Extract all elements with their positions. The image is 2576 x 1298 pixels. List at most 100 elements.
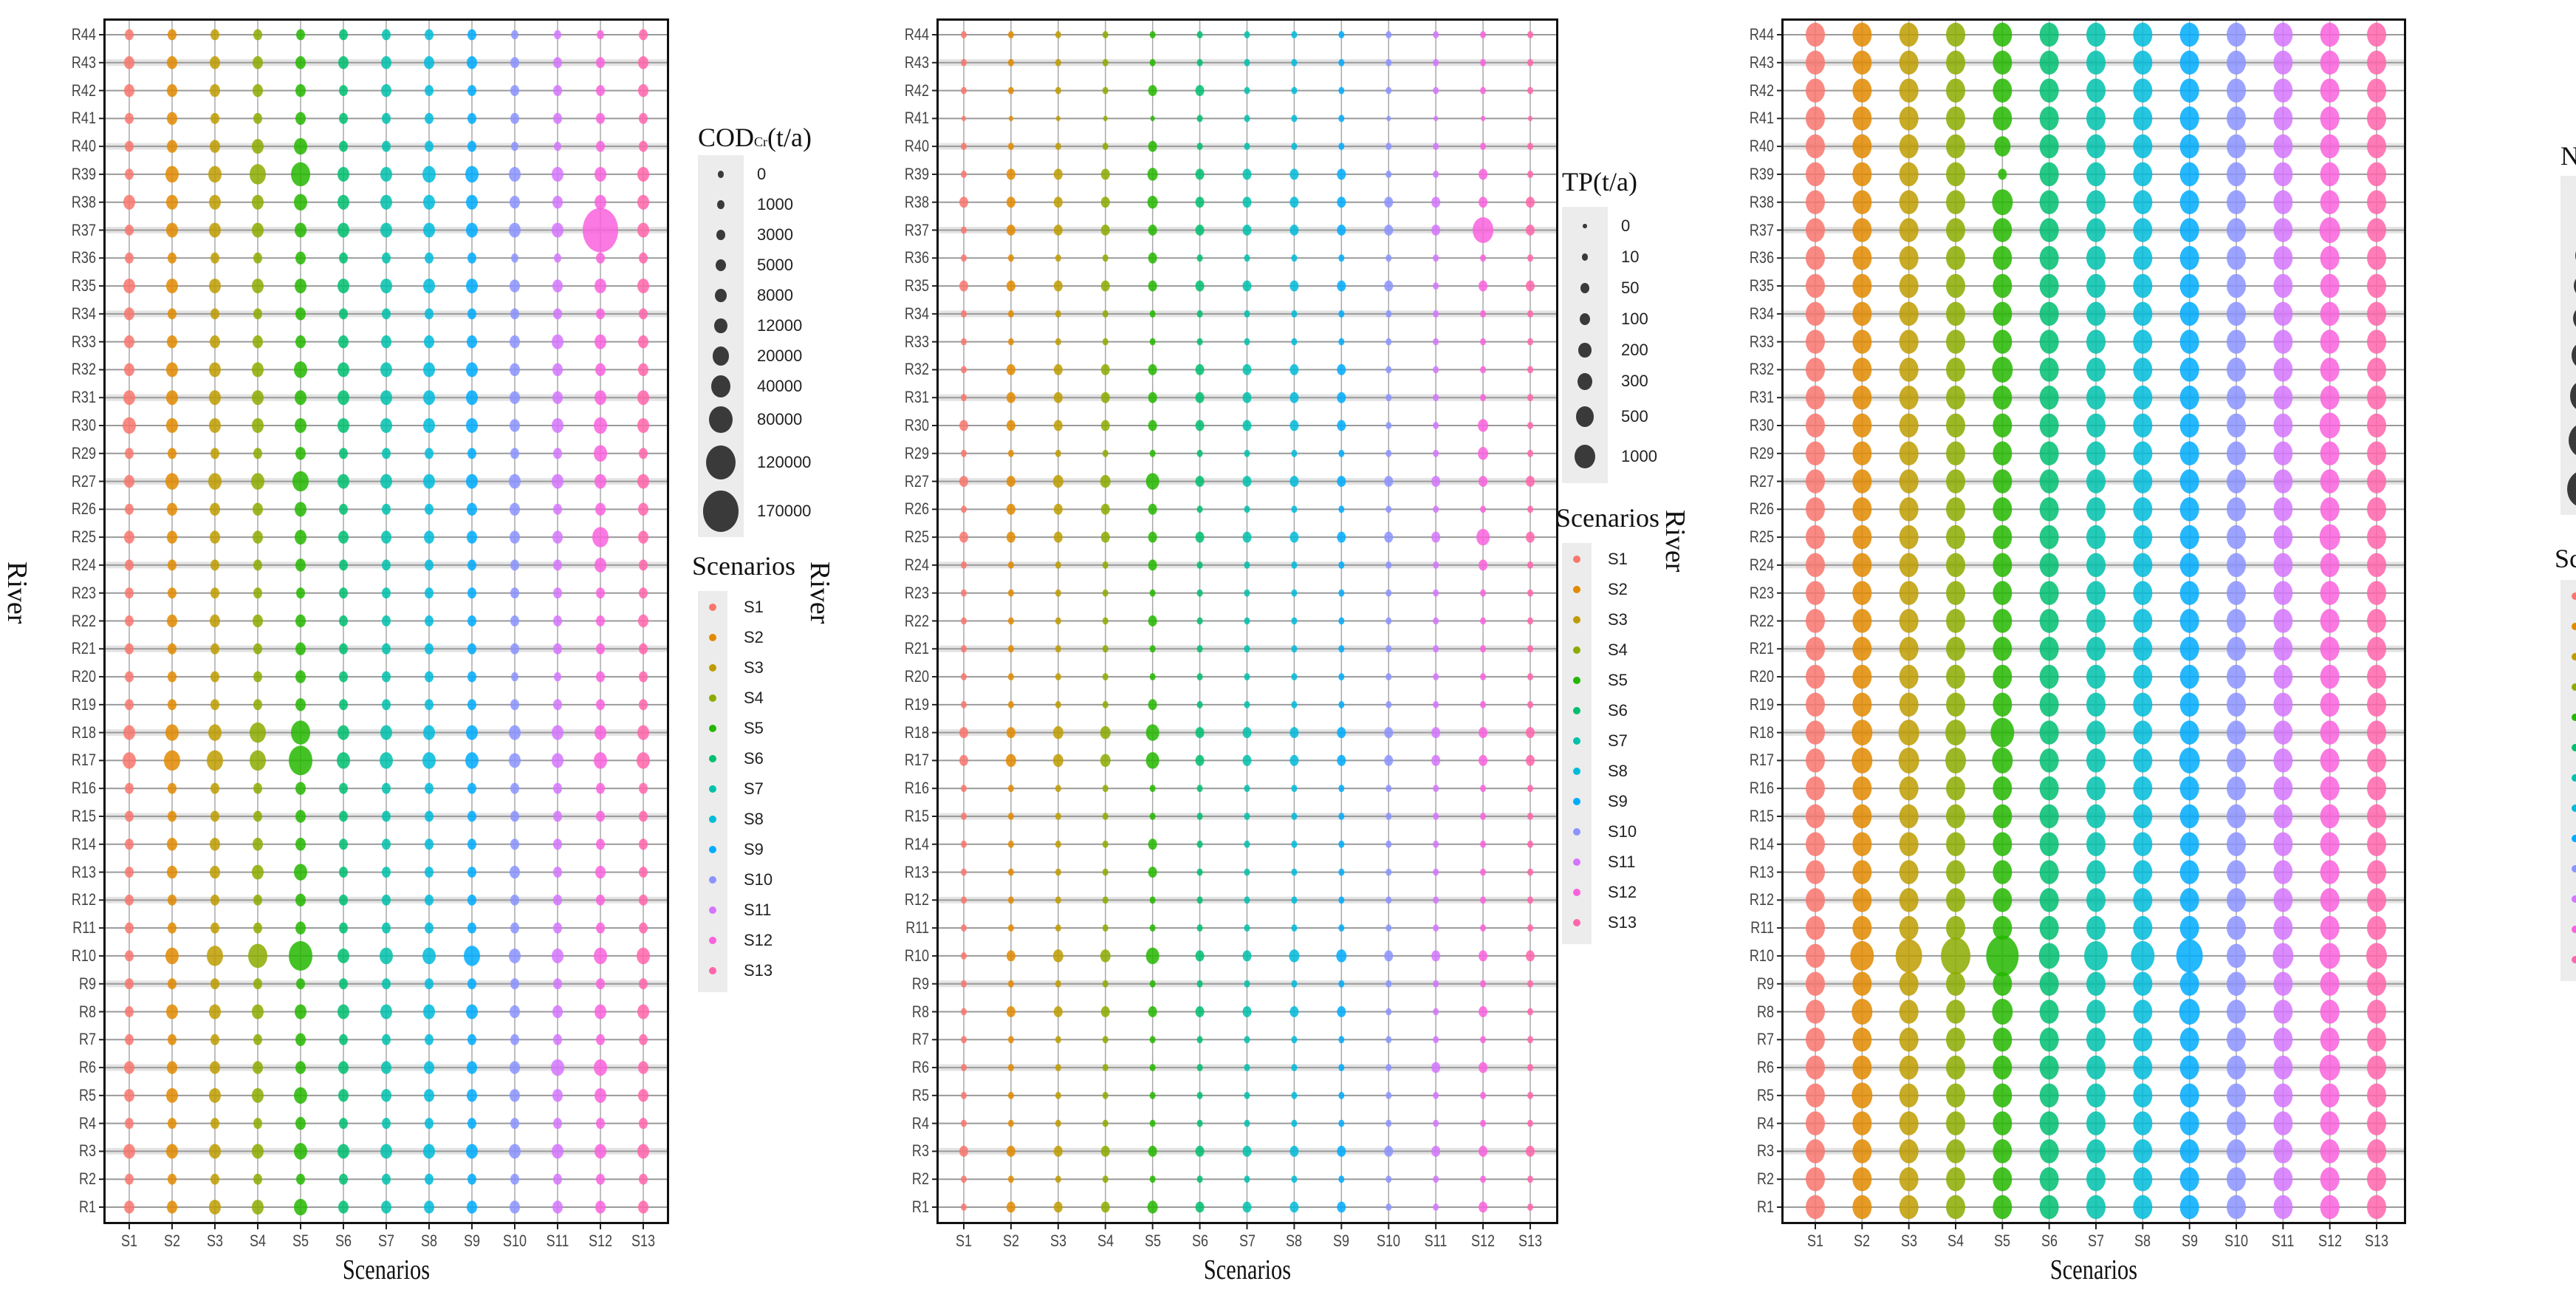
data-point: R5 S2 [1007, 1091, 1014, 1099]
data-point: R3 S2 [1006, 1145, 1015, 1157]
data-point: R38 S13 [2367, 190, 2386, 214]
data-point: R4 S3 [210, 1118, 219, 1130]
data-point: R33 S9 [467, 335, 477, 349]
data-point: R39 S11 [1433, 170, 1439, 178]
data-point: R14 S11 [1433, 840, 1439, 848]
data-point: R5 S9 [467, 1089, 477, 1102]
data-point: R24 S8 [1291, 561, 1298, 569]
data-point: R3 S1 [959, 1145, 968, 1157]
data-point: R14 S3 [210, 838, 220, 851]
data-point: R16 S12 [1480, 785, 1487, 793]
data-point: R35 S6 [1195, 280, 1205, 292]
data-point: R42 S9 [1338, 86, 1345, 95]
data-point: R31 S11 [2273, 385, 2293, 410]
y-tick-label: R5 [1756, 1085, 1774, 1104]
data-point: R23 S4 [253, 587, 262, 599]
scenario-color-swatch-icon [709, 906, 716, 914]
size-key-circle-icon [706, 445, 736, 479]
data-point: R18 S8 [1289, 727, 1299, 739]
data-point: R6 S3 [1899, 1055, 1919, 1080]
data-point: R33 S10 [510, 335, 520, 349]
data-point: R8 S7 [380, 1004, 392, 1019]
data-point: R15 S11 [2273, 804, 2293, 829]
size-key-label: 40000 [757, 377, 803, 395]
data-point: R15 S6 [1196, 813, 1203, 820]
size-key-circle-icon [2567, 470, 2576, 508]
data-point: R14 S8 [425, 838, 434, 850]
data-point: R21 S12 [1480, 645, 1487, 653]
scenario-legend-label: S1 [1608, 550, 1628, 568]
data-point: R14 S9 [1338, 840, 1345, 848]
data-point: R8 S6 [1195, 1006, 1205, 1017]
data-point: R12 S10 [1385, 896, 1392, 904]
data-point: R19 S8 [1291, 700, 1298, 708]
data-point: R24 S13 [1527, 561, 1533, 569]
data-point: R39 S1 [1806, 162, 1825, 187]
data-point: R33 S2 [167, 335, 177, 349]
data-point: R26 S8 [1291, 505, 1298, 513]
data-point: R21 S10 [1385, 645, 1392, 653]
data-point: R27 S12 [595, 474, 606, 489]
data-point: R41 S7 [2086, 106, 2106, 131]
data-point: R27 S8 [1289, 476, 1299, 488]
data-point: R32 S11 [1433, 366, 1439, 374]
data-point: R10 S3 [1895, 939, 1922, 973]
y-tick-label: R27 [71, 471, 96, 491]
data-point: R3 S10 [509, 1144, 521, 1159]
data-point: R26 S6 [339, 503, 348, 515]
data-point: R22 S4 [1946, 609, 1965, 633]
data-point: R38 S11 [1431, 197, 1441, 208]
data-point: R2 S2 [168, 1173, 177, 1185]
data-point: R29 S4 [1102, 449, 1109, 457]
data-point: R36 S13 [2367, 246, 2386, 270]
data-point: R2 S4 [1102, 1175, 1109, 1183]
data-point: R16 S1 [125, 782, 134, 794]
data-point: R33 S8 [1291, 338, 1298, 346]
size-key-circle-icon [2572, 341, 2576, 369]
data-point: R1 S8 [1289, 1201, 1299, 1213]
data-point: R18 S9 [2179, 720, 2199, 745]
data-point: R36 S4 [1102, 254, 1109, 262]
data-point: R43 S4 [1102, 58, 1109, 66]
data-point: R8 S3 [1053, 1006, 1063, 1017]
size-key-circle-icon [1583, 223, 1587, 229]
data-point: R31 S13 [1527, 394, 1533, 402]
data-point: R2 S1 [1806, 1167, 1825, 1192]
data-point: R40 S12 [2320, 134, 2340, 159]
x-tick-label: S5 [1994, 1232, 2011, 1250]
data-point: R4 S7 [382, 1118, 391, 1130]
data-point: R36 S7 [2086, 246, 2106, 270]
data-point: R33 S5 [295, 335, 306, 349]
data-point: R22 S11 [2273, 609, 2293, 633]
data-point: R24 S7 [2086, 553, 2106, 578]
data-point: R34 S7 [1244, 310, 1250, 318]
size-legend-title: NH3-N(t/a) [2560, 141, 2576, 171]
data-point: R31 S9 [1337, 392, 1346, 403]
data-point: R8 S9 [466, 1004, 478, 1019]
data-point: R9 S1 [1806, 971, 1825, 996]
data-point: R11 S13 [2367, 915, 2386, 940]
data-point: R14 S9 [467, 838, 476, 850]
data-point: R42 S5 [1993, 78, 2012, 103]
data-point: R21 S11 [1433, 645, 1439, 653]
data-point: R1 S7 [381, 1200, 391, 1214]
data-point: R32 S12 [2320, 358, 2340, 382]
data-point: R34 S11 [553, 308, 562, 320]
y-tick-label: R9 [911, 974, 929, 993]
data-point: R17 S4 [1100, 754, 1111, 768]
data-point: R16 S7 [2086, 776, 2106, 801]
data-point: R38 S10 [2227, 190, 2246, 214]
data-point: R9 S10 [510, 978, 519, 990]
data-point: R18 S9 [1337, 727, 1346, 739]
data-point: R7 S2 [168, 1034, 177, 1045]
data-point: R9 S2 [1007, 980, 1014, 988]
data-point: R42 S4 [1102, 86, 1109, 95]
data-point: R15 S12 [1480, 813, 1487, 820]
data-point: R12 S11 [1433, 896, 1439, 904]
data-point: R14 S4 [1102, 840, 1109, 848]
x-tick-label: S7 [1239, 1232, 1256, 1250]
data-point: R36 S13 [639, 252, 648, 264]
y-tick-label: R6 [911, 1058, 929, 1077]
data-point: R16 S2 [1852, 776, 1872, 801]
data-point: R19 S9 [1338, 700, 1345, 708]
